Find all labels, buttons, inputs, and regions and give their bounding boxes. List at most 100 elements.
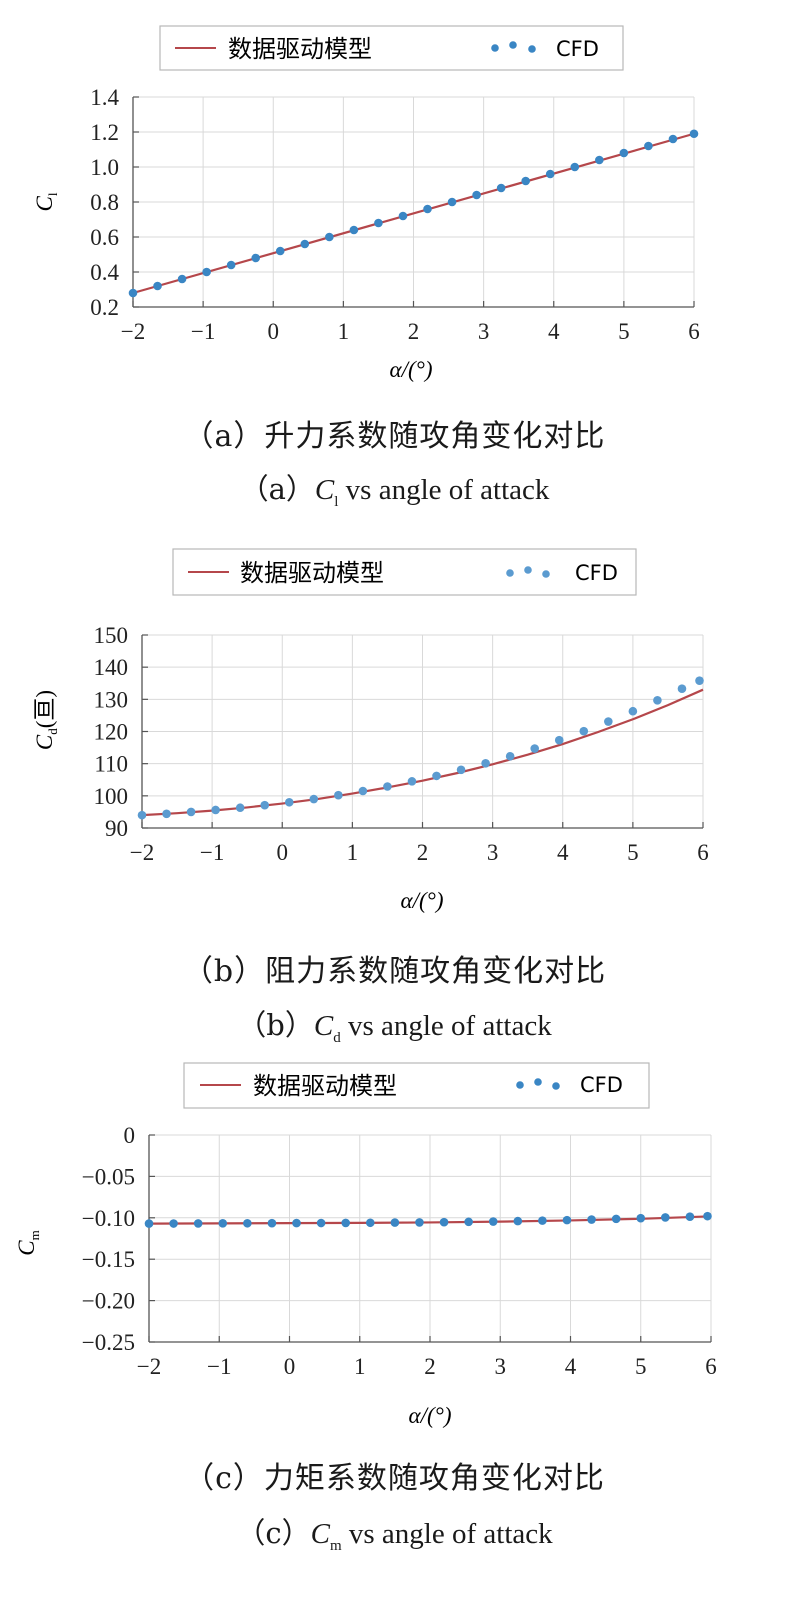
data-point-cfd [267, 1218, 277, 1228]
x-tick-label: −1 [207, 1354, 231, 1379]
y-tick-label: 1.0 [90, 155, 119, 180]
y-tick-label: 0.6 [90, 225, 119, 250]
x-axis-label: α/(°) [390, 357, 433, 382]
data-point-cfd [505, 751, 515, 761]
legend-box [172, 548, 637, 596]
chart-moment-coefficient: 数据驱动模型 CFD −2 −1 0 1 2 3 4 5 6 −0.25 −0.20 −0.15 −0.… [14, 1062, 717, 1428]
data-point-cfd [521, 176, 530, 186]
data-point-cfd [316, 1218, 326, 1228]
x-tick-label: 5 [627, 840, 639, 865]
y-tick-label: −0.05 [82, 1164, 135, 1189]
y-tick-label: 100 [94, 784, 129, 809]
data-point-cfd [432, 771, 441, 781]
data-point-cfd [193, 1219, 203, 1228]
legend-dot-swatch [524, 566, 532, 574]
data-point-cfd [144, 1219, 154, 1228]
y-axis-label: Cd(亘) [32, 690, 60, 750]
x-tick-label: −2 [121, 319, 145, 344]
data-point-cfd [668, 134, 678, 144]
data-point-cfd [365, 1218, 375, 1228]
x-tick-label: −1 [191, 319, 215, 344]
data-point-cfd [334, 790, 343, 800]
data-point-cfd [211, 805, 220, 815]
x-tick-label: 5 [618, 319, 630, 344]
y-tick-label: 140 [94, 655, 129, 680]
data-point-cfd [275, 246, 285, 256]
data-point-cfd [439, 1217, 449, 1227]
x-tick-label: 6 [705, 1354, 717, 1379]
x-tick-label: −2 [137, 1354, 161, 1379]
data-point-cfd [653, 695, 662, 705]
plot-area: −2 −1 0 1 2 3 4 5 6 90 100 110 120 130 140 150 [94, 623, 709, 865]
series-line-model [141, 688, 704, 817]
caption-b-en: （b）Cd vs angle of attack [0, 1002, 789, 1047]
data-point-cfd [472, 190, 481, 200]
legend-label-cfd: CFD [575, 561, 618, 585]
caption-a-en: （a）Cl vs angle of attack [0, 466, 789, 511]
x-tick-label: 2 [417, 840, 429, 865]
caption-symbol: C [314, 474, 335, 506]
x-tick-label: 6 [697, 840, 709, 865]
x-tick-label: 2 [408, 319, 420, 344]
caption-subscript: d [333, 1029, 341, 1046]
data-point-cfd [595, 155, 604, 165]
data-point-cfd [545, 169, 555, 179]
caption-text: vs angle of attack [341, 1518, 553, 1550]
caption-c-en: （c）Cm vs angle of attack [0, 1510, 789, 1555]
data-point-cfd [177, 274, 187, 284]
data-point-cfd [481, 759, 490, 768]
caption-subscript: m [329, 1537, 342, 1554]
caption-symbol: C [310, 1518, 330, 1550]
caption-prefix: （b） [237, 1008, 314, 1042]
y-tick-label: 0 [124, 1123, 136, 1148]
plot-area: −2 −1 0 1 2 3 4 5 6 −0.25 −0.20 −0.15 −0.10 −0.05 0 [82, 1123, 717, 1379]
data-point-cfd [284, 797, 294, 807]
legend-dot-swatch [528, 45, 536, 53]
data-point-cfd [415, 1218, 424, 1227]
y-tick-label: 130 [94, 687, 129, 712]
data-point-cfd [169, 1219, 178, 1228]
legend-dot-swatch [516, 1081, 524, 1089]
data-point-cfd [530, 744, 539, 753]
data-point-cfd [398, 211, 408, 221]
legend-dot-swatch [509, 41, 517, 49]
chart-lift-coefficient: 数据驱动模型 CFD −2 −1 0 1 2 3 4 5 6 0.2 0.4 0.6 0.8 1.0 1.2… [32, 25, 700, 382]
y-tick-label: 0.8 [90, 190, 119, 215]
legend: 数据驱动模型 CFD [183, 1062, 650, 1109]
y-tick-label: 1.2 [90, 120, 119, 145]
data-point-cfd [619, 148, 629, 158]
data-point-cfd [383, 782, 392, 791]
x-tick-label: 3 [495, 1354, 507, 1379]
data-point-cfd [562, 1215, 572, 1225]
data-point-cfd [636, 1213, 646, 1223]
caption-a-cn: （a）升力系数随攻角变化对比 [183, 419, 606, 454]
plot-area: −2 −1 0 1 2 3 4 5 6 0.2 0.4 0.6 0.8 1.0 1.2 1.4 [90, 85, 700, 344]
data-point-cfd [611, 1214, 621, 1224]
x-axis-label: α/(°) [409, 1403, 452, 1428]
caption-prefix: （c） [236, 1516, 311, 1550]
data-point-cfd [628, 706, 638, 716]
data-point-cfd [235, 803, 245, 813]
x-tick-label: 4 [548, 319, 560, 344]
data-point-cfd [604, 717, 613, 726]
y-tick-label: 1.4 [90, 85, 119, 110]
data-point-cfd [390, 1218, 400, 1227]
x-axis-label: α/(°) [401, 888, 444, 913]
caption-symbol: C [313, 1010, 334, 1042]
data-point-cfd [685, 1212, 695, 1222]
x-tick-label: 0 [268, 319, 280, 344]
x-tick-label: 0 [277, 840, 289, 865]
data-point-cfd [325, 232, 334, 242]
legend-dot-swatch [552, 1082, 560, 1090]
x-tick-label: 3 [478, 319, 490, 344]
x-tick-label: 4 [557, 840, 569, 865]
data-point-cfd [554, 735, 564, 745]
chart-drag-coefficient: 数据驱动模型 CFD −2 −1 0 1 2 3 4 5 6 90 100 110 120 130 140 1… [32, 548, 709, 913]
data-point-cfd [703, 1211, 712, 1221]
data-point-cfd [226, 260, 236, 270]
data-point-cfd [456, 765, 466, 775]
y-tick-label: 120 [94, 720, 129, 745]
x-tick-label: 0 [284, 1354, 296, 1379]
data-point-cfd [374, 218, 383, 228]
legend-box [159, 25, 624, 71]
